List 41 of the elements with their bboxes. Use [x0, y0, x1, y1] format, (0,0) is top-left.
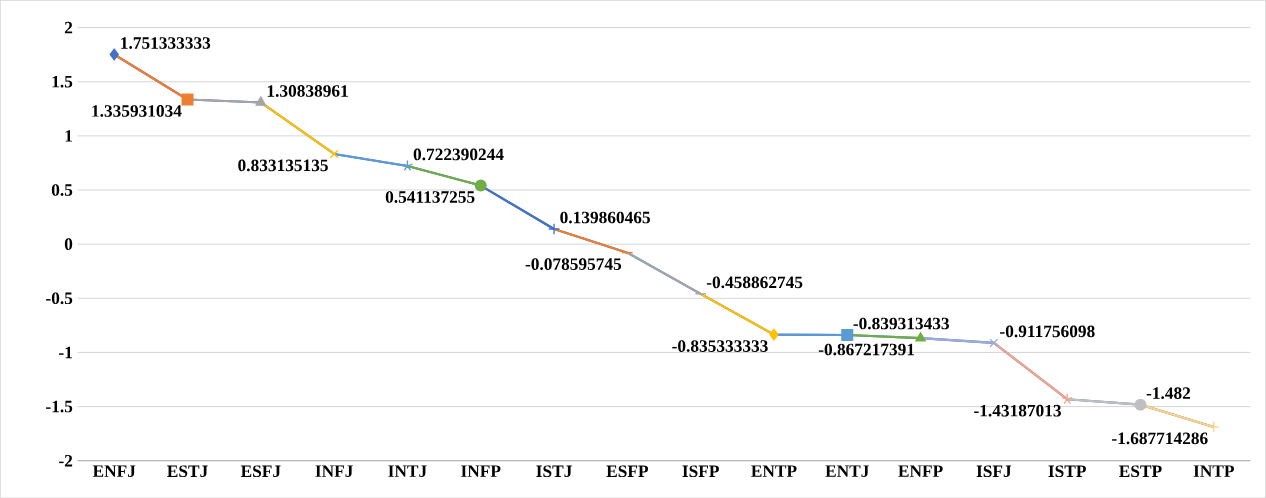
data-label: 1.751333333 [121, 37, 211, 49]
data-label: -0.911756098 [1000, 325, 1095, 338]
x-tick-label: ESFJ [240, 465, 281, 477]
x-tick-label: INTJ [388, 465, 427, 477]
y-tick-label: 1 [65, 130, 72, 142]
y-tick-label: 1.5 [52, 75, 73, 88]
x-tick-label: ENTJ [825, 465, 869, 477]
y-tick-label: 0 [64, 238, 73, 250]
x-tick-label: ISTP [1048, 465, 1086, 477]
y-tick-label: -0.5 [46, 292, 73, 305]
x-tick-label: INTP [1193, 465, 1234, 477]
x-tick-label: ISFJ [976, 465, 1012, 477]
data-label: -0.867217391 [818, 343, 915, 356]
x-tick-label: ENFP [898, 465, 943, 477]
data-label: -0.839313433 [853, 317, 949, 330]
x-tick-label: ESFP [606, 465, 649, 477]
data-label: 0.541137255 [385, 191, 475, 203]
y-tick-label: -2 [59, 454, 73, 467]
data-label: -0.835333333 [672, 340, 768, 352]
data-label: -1.482 [1146, 387, 1191, 399]
x-tick-label: INFJ [315, 465, 353, 477]
x-tick-label: ISTJ [536, 465, 572, 477]
y-tick-label: -1.5 [46, 400, 73, 413]
data-label: 1.335931034 [92, 104, 182, 117]
x-tick-label: ESTP [1119, 465, 1162, 477]
data-label: 0.139860465 [560, 211, 650, 224]
x-tick-label: INFP [461, 465, 501, 477]
y-tick-label: 0.5 [51, 183, 73, 196]
data-label: 0.722390244 [413, 148, 504, 161]
x-tick-label: ENFJ [92, 465, 136, 477]
x-tick-label: ENTP [751, 465, 797, 477]
data-label: -0.078595745 [525, 258, 622, 270]
data-label: -1.687714286 [1112, 432, 1208, 445]
x-tick-label: ISFP [682, 465, 719, 477]
y-tick-label: 2 [64, 21, 73, 34]
y-tick-label: -1 [59, 346, 72, 358]
data-label: 0.833135135 [238, 159, 328, 172]
data-label: 1.30838961 [267, 84, 348, 97]
data-label: -1.43187013 [974, 404, 1061, 417]
data-label: -0.458862745 [706, 276, 803, 289]
x-tick-label: ESTJ [167, 465, 208, 477]
